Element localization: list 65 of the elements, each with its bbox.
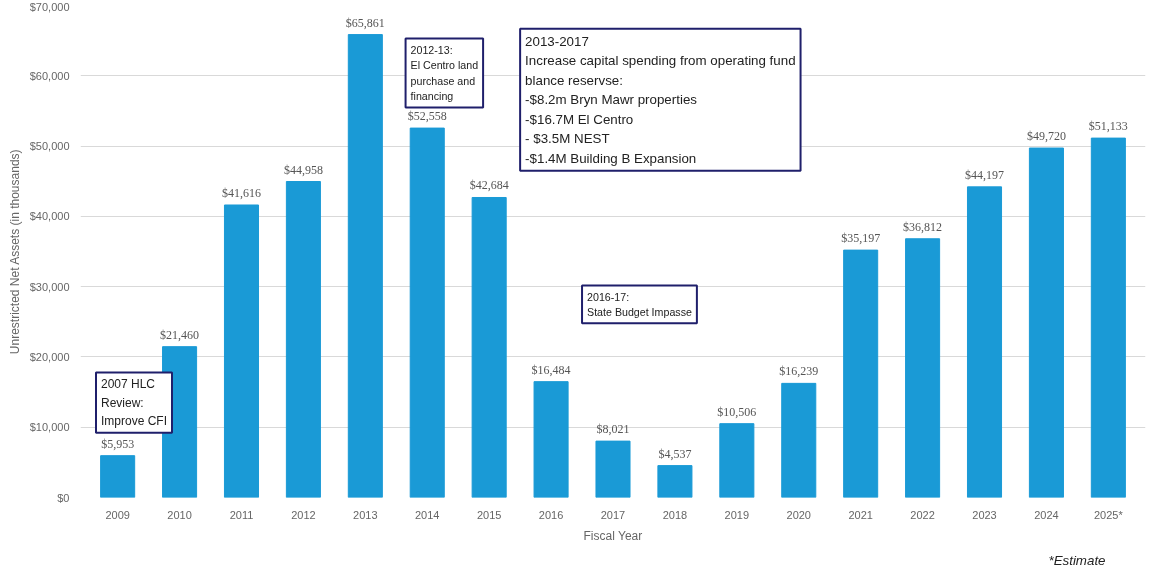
data-label: $4,537 <box>658 446 692 461</box>
annotation: 2007 HLC Review: Improve CFI <box>100 377 167 428</box>
x-tick-label: 2018 <box>662 508 688 521</box>
x-tick-label: 2016 <box>538 508 564 521</box>
bar <box>409 127 445 498</box>
x-tick-label: 2012 <box>291 508 316 521</box>
data-label: $44,958 <box>283 162 323 177</box>
bar <box>905 238 941 498</box>
y-tick-label: $50,000 <box>29 140 70 153</box>
y-tick-label: $10,000 <box>29 421 70 434</box>
bar <box>471 196 507 498</box>
y-tick-label: $0 <box>57 491 70 504</box>
data-label: $21,460 <box>160 327 200 342</box>
bar <box>285 181 321 498</box>
data-label: $16,239 <box>779 364 819 379</box>
data-label: $49,720 <box>1026 129 1066 144</box>
data-label: $16,484 <box>531 362 571 377</box>
data-label: $44,197 <box>965 167 1005 182</box>
x-tick-label: 2022 <box>910 508 935 521</box>
x-tick-label: 2009 <box>105 508 130 521</box>
data-label: $5,953 <box>101 436 135 451</box>
bar <box>595 440 631 498</box>
x-tick-label: 2025* <box>1093 508 1124 521</box>
x-tick-label: 2017 <box>600 508 626 521</box>
y-tick-label: $60,000 <box>29 69 70 82</box>
y-tick-label: $30,000 <box>29 280 70 293</box>
x-tick-label: 2013 <box>353 508 378 521</box>
x-tick-label: 2021 <box>848 508 873 521</box>
annotation: 2012-13: El Centro land purchase and financing <box>410 43 479 103</box>
bar <box>223 204 260 498</box>
data-label: $52,558 <box>407 109 447 124</box>
bar <box>100 455 136 498</box>
bar <box>719 423 755 498</box>
data-label: $36,812 <box>903 219 943 234</box>
x-axis-title: Fiscal Year <box>583 528 643 543</box>
x-tick-label: 2014 <box>415 508 440 521</box>
x-tick-label: 2010 <box>167 508 192 521</box>
x-tick-label: 2019 <box>724 508 750 521</box>
data-label: $65,861 <box>345 15 385 30</box>
bar <box>347 34 383 498</box>
x-tick-label: 2015 <box>476 508 502 521</box>
data-label: $51,133 <box>1088 119 1128 134</box>
data-label: $8,021 <box>596 422 630 437</box>
y-tick-label: $20,000 <box>29 350 70 363</box>
x-tick-label: 2020 <box>786 508 811 521</box>
x-tick-label: 2023 <box>972 508 997 521</box>
bar <box>1028 147 1064 498</box>
x-tick-label: 2024 <box>1034 508 1059 521</box>
y-tick-label: $40,000 <box>29 210 70 223</box>
bar <box>1090 137 1126 498</box>
data-label: $42,684 <box>469 178 509 193</box>
x-tick-label: 2011 <box>229 508 254 521</box>
data-label: $10,506 <box>717 404 757 419</box>
data-label: $41,616 <box>221 186 261 200</box>
bar <box>657 465 693 498</box>
text: *Estimate <box>1048 552 1106 568</box>
y-axis-title: Unrestricted Net Assets (in thousands) <box>7 149 22 355</box>
bar <box>781 382 817 498</box>
data-label: $35,197 <box>841 231 881 246</box>
bar <box>966 186 1003 498</box>
bar <box>533 381 569 498</box>
y-tick-label: $70,000 <box>29 0 70 13</box>
annotation: 2016-17: State Budget Impasse <box>587 290 692 319</box>
bar <box>843 249 879 498</box>
annotation: 2013-2017 Increase capital spending from operating fund blance reservse: -$8.2m Bryn Mawr properties -$16.7M El Centro - $3.5M NEST -$1.4M Building B Expansion <box>525 33 796 166</box>
